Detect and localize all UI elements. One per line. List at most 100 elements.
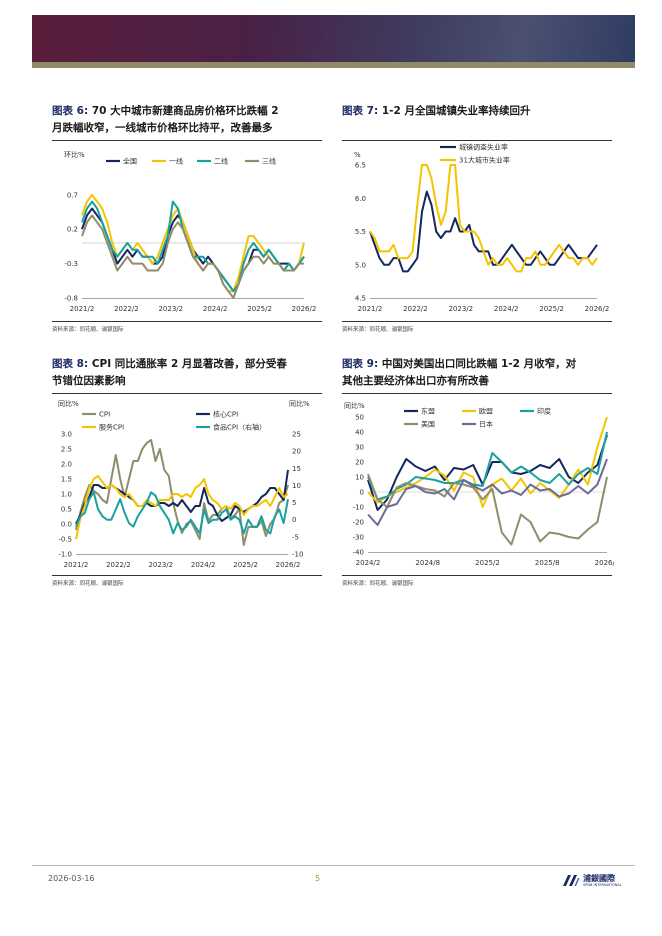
fig6-ytick: -0.8 bbox=[64, 295, 78, 303]
fig6-xtick: 2025/2 bbox=[247, 305, 272, 313]
fig9-ytick: -40 bbox=[353, 549, 364, 557]
fig6-svg: 环比% 0.7 0.2 -0.3 -0.8 2021/2 2022/2 2023/2 2024/… bbox=[64, 150, 317, 313]
fig9-legend-label-5: 日本 bbox=[479, 420, 493, 429]
fig9-xtick: 2025/2 bbox=[475, 559, 500, 567]
fig6-series-3 bbox=[81, 200, 305, 293]
logo-en-text: SPDB INTERNATIONAL bbox=[583, 883, 622, 887]
fig6-bottom-rule bbox=[52, 321, 322, 322]
fig8-xtick: 2025/2 bbox=[233, 561, 258, 569]
fig8-ytick: 1.0 bbox=[61, 491, 72, 499]
fig8-title-line1: CPI 同比通胀率 2 月显著改善，部分受春 bbox=[91, 358, 287, 370]
fig8-svg: 同比% 同比% 3.0 2.5 2.0 1.5 1.0 0.5 0.0 -0.5 -1.0 25 20 1… bbox=[58, 399, 310, 569]
fig6-series-4 bbox=[81, 214, 304, 299]
fig8-xtick: 2023/2 bbox=[148, 561, 173, 569]
fig8-legend-label-3: 服务CPI bbox=[99, 423, 124, 432]
fig7-title: 图表 7: 1-2 月全国城镇失业率持续回升 bbox=[342, 103, 614, 120]
fig7-xtick: 2025/2 bbox=[539, 305, 564, 313]
fig9-legend-label-3: 印度 bbox=[537, 407, 551, 416]
fig8-xtick: 2021/2 bbox=[64, 561, 89, 569]
fig6-title-line1: 70 大中城市新建商品房价格环比跌幅 2 bbox=[91, 105, 279, 117]
fig6-source: 资料来源：同花顺、浦银国际 bbox=[52, 327, 124, 333]
fig7-xtick: 2021/2 bbox=[358, 305, 383, 313]
header-banner bbox=[32, 15, 635, 67]
fig6-xtick: 2021/2 bbox=[70, 305, 95, 313]
fig7-legend-label-1: 城镇调查失业率 bbox=[459, 143, 508, 152]
fig8-ytick: 0.5 bbox=[61, 506, 72, 514]
fig8-ytick: 1.5 bbox=[61, 476, 72, 484]
fig7-ytick: 5.0 bbox=[355, 261, 366, 269]
fig8-ytick: -0.5 bbox=[58, 536, 72, 544]
fig9-bottom-rule bbox=[342, 575, 612, 576]
fig9-series-4 bbox=[367, 473, 608, 546]
fig9-ytick: -10 bbox=[353, 504, 364, 512]
fig7-ytick: 5.5 bbox=[355, 228, 366, 236]
fig9-xtick: 2024/8 bbox=[415, 559, 440, 567]
fig8-ytick: 2.0 bbox=[61, 461, 72, 469]
page-number: 5 bbox=[315, 874, 321, 883]
fig6-chart: 环比% 0.7 0.2 -0.3 -0.8 2021/2 2022/2 2023/2 2024/… bbox=[52, 143, 324, 321]
fig8-source: 资料来源：同花顺、浦银国际 bbox=[52, 581, 124, 587]
fig6-label: 图表 6: bbox=[52, 105, 89, 117]
fig7-rule bbox=[342, 140, 612, 141]
footer-date: 2026-03-16 bbox=[48, 874, 95, 883]
company-logo: 浦銀國際 SPDB INTERNATIONAL bbox=[562, 874, 622, 887]
fig9-label: 图表 9: bbox=[342, 358, 379, 370]
fig6-legend-label-2: 一线 bbox=[169, 157, 183, 166]
fig7-series-1 bbox=[369, 190, 598, 273]
fig6-ylabel: 环比% bbox=[64, 150, 85, 159]
fig6-xtick: 2024/2 bbox=[203, 305, 228, 313]
fig7-ytick: 6.5 bbox=[355, 162, 366, 170]
fig9-ytick: -20 bbox=[353, 519, 364, 527]
fig7-ytick: 6.0 bbox=[355, 195, 366, 203]
fig8-legend-label-4: 食品CPI（右轴） bbox=[213, 423, 266, 432]
fig8-ytick: 3.0 bbox=[61, 431, 72, 439]
fig8-xtick: 2022/2 bbox=[106, 561, 131, 569]
fig6-rule bbox=[52, 140, 322, 141]
fig8-ytick-right: -5 bbox=[292, 533, 299, 541]
fig7-title-text: 1-2 月全国城镇失业率持续回升 bbox=[381, 105, 531, 117]
fig8-legend-label-1: CPI bbox=[99, 411, 110, 419]
fig9-ytick: 0 bbox=[360, 489, 364, 497]
fig7-svg: % 6.5 6.0 5.5 5.0 4.5 2021/2 2022/2 2023/2 2024/2… bbox=[354, 143, 609, 313]
fig9-title-line1: 中国对美国出口同比跌幅 1-2 月收窄，对 bbox=[381, 358, 577, 370]
fig8-xtick: 2026/2 bbox=[276, 561, 301, 569]
fig7-ylabel: % bbox=[354, 151, 361, 159]
fig6-xtick: 2026/2 bbox=[292, 305, 317, 313]
fig9-chart: 同比% 50 40 30 20 10 0 -10 -20 -30 -40 2024/2 2024/8 20… bbox=[342, 396, 614, 574]
logo-cn-text: 浦銀國際 bbox=[583, 874, 615, 883]
fig8-ytick-right: 25 bbox=[292, 431, 301, 439]
fig6-title: 图表 6: 70 大中城市新建商品房价格环比跌幅 2 月跌幅收窄，一线城市价格环… bbox=[52, 103, 324, 137]
fig7-xtick: 2022/2 bbox=[403, 305, 428, 313]
fig6-legend-label-1: 全国 bbox=[123, 157, 137, 166]
fig9-series-1 bbox=[367, 434, 608, 511]
fig7-chart: % 6.5 6.0 5.5 5.0 4.5 2021/2 2022/2 2023/2 2024/2… bbox=[342, 143, 614, 321]
fig9-title-line2: 其他主要经济体出口亦有所改善 bbox=[342, 375, 489, 387]
fig8-ytick-right: 10 bbox=[292, 482, 301, 490]
fig9-series-2 bbox=[367, 416, 608, 508]
fig9-ytick: 30 bbox=[355, 444, 364, 452]
fig7-series-2 bbox=[369, 164, 598, 273]
fig9-legend-label-2: 欧盟 bbox=[479, 407, 493, 416]
fig9-ylabel: 同比% bbox=[344, 401, 365, 410]
fig9-legend-label-4: 美国 bbox=[421, 420, 435, 429]
fig9-series-5 bbox=[367, 458, 608, 526]
fig8-ytick: 2.5 bbox=[61, 446, 72, 454]
header-banner-stripe bbox=[32, 62, 635, 68]
fig6-legend-label-4: 三线 bbox=[262, 157, 276, 166]
fig7-xtick: 2024/2 bbox=[494, 305, 519, 313]
fig6-ytick: 0.2 bbox=[67, 226, 78, 234]
fig8-ylabel: 同比% bbox=[58, 399, 79, 408]
fig7-legend-label-2: 31大城市失业率 bbox=[459, 156, 510, 165]
fig9-rule bbox=[342, 393, 612, 394]
fig7-label: 图表 7: bbox=[342, 105, 379, 117]
fig7-xtick: 2023/2 bbox=[448, 305, 473, 313]
fig8-title: 图表 8: CPI 同比通胀率 2 月显著改善，部分受春 节错位因素影响 bbox=[52, 356, 324, 390]
header-banner-shine bbox=[260, 15, 635, 62]
fig6-ytick: 0.7 bbox=[67, 191, 78, 199]
fig6-title-line2: 月跌幅收窄，一线城市价格环比持平，改善最多 bbox=[52, 122, 273, 134]
fig9-legend-label-1: 东盟 bbox=[421, 407, 435, 416]
fig9-ytick: 20 bbox=[355, 459, 364, 467]
fig6-xtick: 2022/2 bbox=[114, 305, 139, 313]
fig8-ytick-right: 0 bbox=[292, 516, 296, 524]
fig8-ytick-right: 5 bbox=[292, 499, 296, 507]
